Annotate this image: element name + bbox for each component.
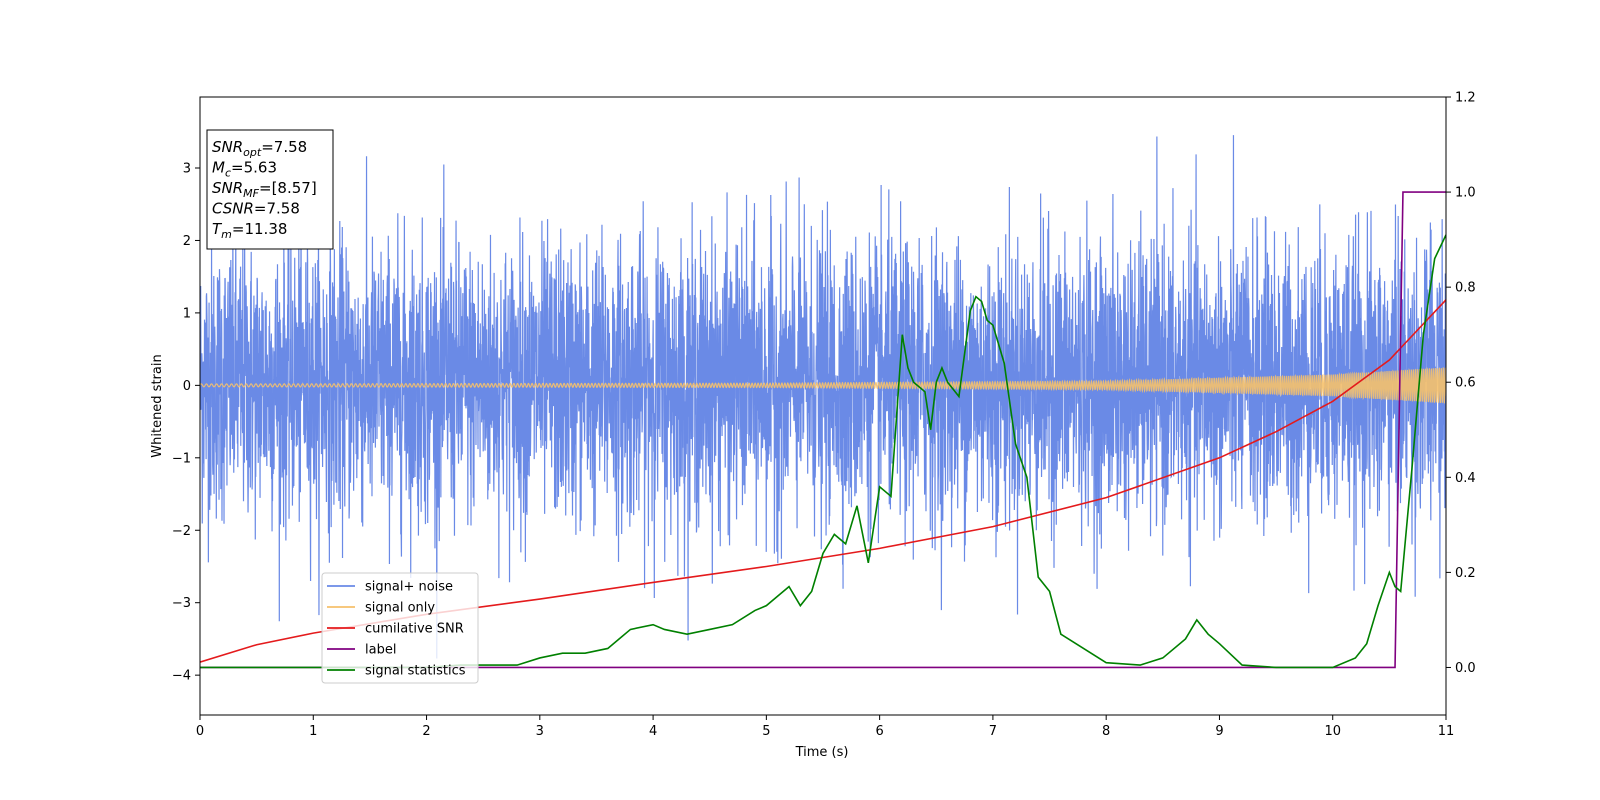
y2-tick-label: 0.0	[1455, 661, 1476, 676]
x-tick-label: 4	[649, 724, 657, 739]
series-line-signal-noise	[200, 135, 1446, 659]
annotation-line: Mc=5.63	[212, 159, 277, 180]
x-tick-label: 9	[1215, 724, 1223, 739]
x-tick-label: 10	[1324, 724, 1341, 739]
y-tick-label: 0	[183, 379, 191, 394]
y-tick-label: −4	[172, 669, 191, 684]
legend-frame	[321, 572, 479, 684]
annotation-line: CSNR=7.58	[212, 200, 300, 218]
y-axis-left: −4 −3 −2 −1 0 1 2 3	[172, 162, 200, 684]
legend: signal+ noise signal only cumilative SNR la…	[321, 572, 479, 684]
y-tick-label: −1	[172, 451, 191, 466]
legend-entry-label: signal only	[365, 601, 435, 616]
annotation-line: Tm=11.38	[212, 220, 287, 241]
annotation-line: SNRopt=7.58	[212, 138, 307, 159]
legend-entry-label: label	[365, 643, 396, 658]
y-tick-label: 3	[183, 162, 191, 177]
y2-tick-label: 0.8	[1455, 281, 1476, 296]
x-tick-label: 11	[1438, 724, 1455, 739]
x-tick-label: 8	[1102, 724, 1110, 739]
annotation-frame	[206, 129, 334, 250]
y2-tick-label: 0.4	[1455, 471, 1476, 486]
series-line-label	[200, 191, 1446, 669]
y-tick-label: 2	[183, 234, 191, 249]
y-tick-label: −2	[172, 524, 191, 539]
y2-tick-label: 0.2	[1455, 566, 1476, 581]
axes-frame	[199, 96, 1447, 716]
x-tick-label: 3	[536, 724, 544, 739]
annotation-line: SNRMF=[8.57]	[212, 179, 317, 200]
y-axis-right: 0.0 0.2 0.4 0.6 0.8 1.0 1.2	[1446, 91, 1476, 676]
series-line-signal-statistics	[200, 234, 1446, 669]
series-line-signal-only	[200, 366, 1446, 404]
x-tick-label: 1	[309, 724, 317, 739]
x-tick-label: 6	[875, 724, 883, 739]
legend-entry-label: signal+ noise	[365, 580, 453, 595]
x-axis-label: Time (s)	[795, 745, 849, 760]
x-tick-label: 7	[989, 724, 997, 739]
x-tick-label: 0	[196, 724, 204, 739]
legend-entry-label: cumilative SNR	[365, 622, 464, 637]
y-tick-label: −3	[172, 596, 191, 611]
y-tick-label: 1	[183, 306, 191, 321]
x-axis: 0 1 2 3 4 5 6 7 8 9 10 11	[196, 715, 1454, 739]
y2-tick-label: 0.6	[1455, 376, 1476, 391]
y-axis-label: Whitened strain	[150, 354, 165, 457]
legend-entry-label: signal statistics	[365, 664, 466, 679]
x-tick-label: 2	[422, 724, 430, 739]
y2-tick-label: 1.0	[1455, 186, 1476, 201]
y2-tick-label: 1.2	[1455, 91, 1476, 106]
x-tick-label: 5	[762, 724, 770, 739]
